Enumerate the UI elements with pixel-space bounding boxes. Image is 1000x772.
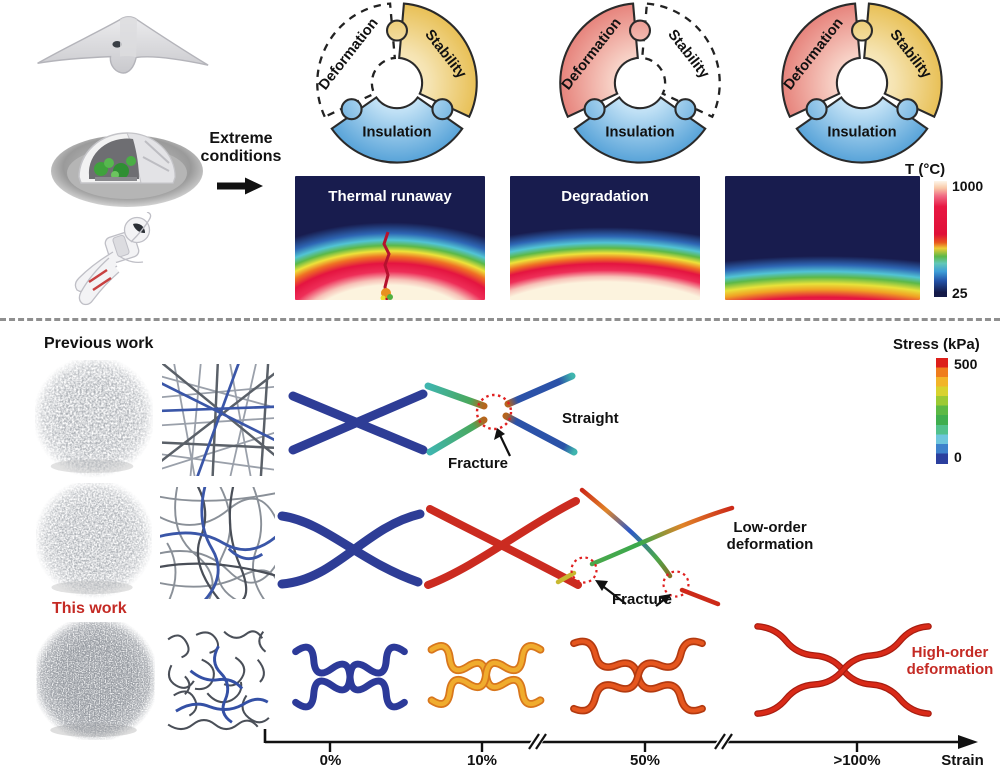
puzzle1-tab xyxy=(431,98,454,121)
astronaut-illustration xyxy=(74,212,152,306)
puzzle1-insulation-label: Insulation xyxy=(362,124,431,140)
fracture-arrow-row2-left xyxy=(595,580,608,591)
thermal-image-runaway: Thermal runaway xyxy=(295,176,485,300)
previous-work-label: Previous work xyxy=(44,335,154,352)
fracture-circle-row1 xyxy=(475,393,513,431)
section-divider xyxy=(0,318,1000,321)
puzzle2-stability-piece-dashed xyxy=(640,2,721,119)
puzzle3-tab xyxy=(850,19,874,42)
puzzle3-tab xyxy=(805,98,828,121)
this-work-label: This work xyxy=(52,600,127,617)
strain-tick-10: 10% xyxy=(466,752,498,769)
x-sim-straight-0pct xyxy=(288,389,428,455)
puzzle-diagram-1: Deformation Stability Insulation xyxy=(316,2,478,164)
stress-colorbar xyxy=(936,358,948,464)
puzzle-diagram-2: Deformation Stability Insulation xyxy=(559,2,721,164)
x-sim-curved-0pct xyxy=(277,509,425,589)
puzzle3-insulation-label: Insulation xyxy=(827,124,896,140)
x-sim-wavy-100pct xyxy=(754,623,932,717)
puzzle3-insulation-piece xyxy=(795,95,929,164)
puzzle2-tab xyxy=(628,19,652,42)
strain-axis-label: Strain xyxy=(941,752,984,769)
x-sim-straight-10pct-fracture xyxy=(424,372,578,457)
puzzle1-tab xyxy=(340,98,363,121)
puzzle3-tab xyxy=(896,98,919,121)
high-order-deformation-label: High-order deformation xyxy=(906,644,994,679)
axis-break-2 xyxy=(712,730,734,753)
axis-break-1 xyxy=(526,730,548,753)
strain-tick-50: 50% xyxy=(629,752,661,769)
fiber-ball-curly xyxy=(36,622,155,740)
puzzle2-insulation-label: Insulation xyxy=(605,124,674,140)
low-order-deformation-label: Low-order deformation xyxy=(726,519,814,554)
puzzle3-deformation-piece xyxy=(781,2,861,119)
strain-tick-0: 0% xyxy=(319,752,342,769)
x-sim-wavy-50pct xyxy=(570,637,706,715)
thermal-crack xyxy=(380,231,393,300)
temp-colorbar-max: 1000 xyxy=(952,178,984,194)
puzzle1-tab xyxy=(385,19,409,42)
thermal-image-2-label: Degradation xyxy=(561,188,649,205)
puzzle1-deformation-piece-dashed xyxy=(316,2,397,119)
strain-tick-100: >100% xyxy=(833,752,881,769)
strain-axis xyxy=(263,729,978,753)
fiber-ball-curved xyxy=(36,483,152,599)
habitat-illustration xyxy=(51,132,203,207)
puzzle2-insulation-piece xyxy=(573,95,707,164)
fracture-circle-row2-right xyxy=(662,570,690,598)
puzzle1-stability-piece xyxy=(398,2,478,119)
puzzle2-tab xyxy=(674,98,697,121)
puzzle2-deformation-piece xyxy=(559,2,639,119)
fiber-micro-curly xyxy=(167,630,270,731)
thermal-image-stable xyxy=(725,176,920,300)
fracture-label-row1: Fracture xyxy=(448,455,509,472)
temp-colorbar-min: 25 xyxy=(952,285,968,301)
puzzle3-stability-piece xyxy=(863,2,943,119)
fiber-ball-straight xyxy=(35,360,153,478)
temp-colorbar-title: T (°C) xyxy=(905,161,946,178)
fiber-micro-straight xyxy=(162,364,274,476)
right-arrow-icon xyxy=(217,177,263,195)
x-sim-curved-50pct-fracture xyxy=(555,487,735,607)
stress-colorbar-max: 500 xyxy=(954,356,978,372)
fracture-arrow-row2-right xyxy=(659,594,671,604)
fiber-micro-curved xyxy=(160,487,275,599)
x-sim-wavy-0pct xyxy=(292,643,408,711)
straight-label: Straight xyxy=(562,410,619,427)
x-sim-curved-10pct xyxy=(424,497,582,589)
aircraft-illustration xyxy=(37,16,209,74)
fracture-arrow-row1 xyxy=(494,428,505,440)
puzzle-diagram-3: Deformation Stability Insulation xyxy=(781,2,943,164)
thermal-image-degradation: Degradation xyxy=(510,176,700,300)
thermal-image-1-label: Thermal runaway xyxy=(328,188,452,205)
strain-axis-arrowhead xyxy=(958,735,978,749)
temp-colorbar xyxy=(934,181,947,297)
stress-colorbar-min: 0 xyxy=(954,449,962,465)
puzzle2-tab xyxy=(583,98,606,121)
fracture-label-row2: Fracture xyxy=(612,591,673,608)
x-sim-wavy-10pct xyxy=(427,642,545,708)
puzzle1-insulation-piece xyxy=(330,95,464,164)
extreme-conditions-label: Extreme conditions xyxy=(200,130,282,166)
fracture-circle-row2-left xyxy=(570,556,598,584)
stress-colorbar-title: Stress (kPa) xyxy=(893,336,980,353)
